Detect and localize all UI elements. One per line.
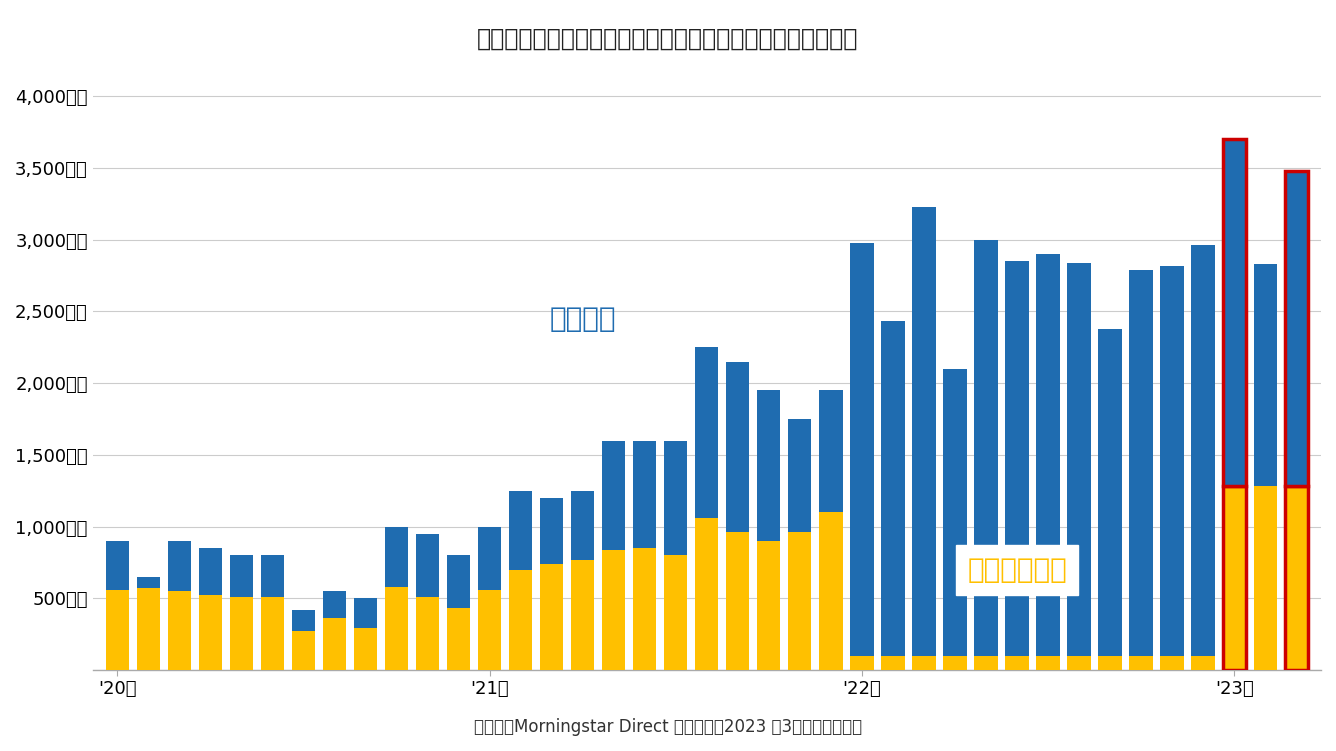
Bar bbox=[448, 608, 470, 670]
Text: （資料）Morningstar Direct より作成。2023 年3月のみ推計値。: （資料）Morningstar Direct より作成。2023 年3月のみ推計… bbox=[474, 718, 862, 736]
Bar bbox=[385, 526, 409, 587]
Bar bbox=[136, 577, 160, 588]
Bar bbox=[540, 498, 564, 564]
Bar bbox=[1284, 170, 1308, 487]
Bar bbox=[136, 588, 160, 670]
Bar bbox=[1098, 656, 1122, 670]
Bar bbox=[1161, 656, 1184, 670]
Bar bbox=[912, 656, 935, 670]
Bar bbox=[540, 564, 564, 670]
Bar bbox=[509, 569, 532, 670]
Bar bbox=[882, 321, 904, 656]
Bar bbox=[261, 555, 285, 597]
Bar bbox=[788, 532, 811, 670]
Bar bbox=[850, 656, 874, 670]
Bar bbox=[168, 541, 191, 591]
Bar bbox=[199, 548, 222, 596]
Bar bbox=[1222, 487, 1245, 670]
Bar bbox=[1284, 487, 1308, 670]
Bar bbox=[570, 559, 595, 670]
Bar bbox=[912, 207, 935, 656]
Bar bbox=[261, 597, 285, 670]
Bar bbox=[788, 419, 811, 532]
Bar bbox=[1067, 656, 1090, 670]
Bar bbox=[1161, 266, 1184, 656]
Bar bbox=[633, 441, 656, 548]
Bar bbox=[974, 656, 998, 670]
Bar bbox=[727, 532, 749, 670]
Bar bbox=[1284, 487, 1308, 670]
Text: 米国株式: 米国株式 bbox=[549, 305, 616, 333]
Bar bbox=[974, 240, 998, 656]
Bar bbox=[106, 590, 130, 670]
Bar bbox=[354, 629, 377, 670]
Bar bbox=[1222, 139, 1245, 487]
Bar bbox=[695, 347, 719, 518]
Bar bbox=[850, 243, 874, 656]
Bar bbox=[727, 362, 749, 532]
Bar bbox=[1129, 270, 1153, 656]
Bar bbox=[230, 555, 253, 597]
Bar bbox=[758, 391, 780, 541]
Bar bbox=[882, 656, 904, 670]
Bar bbox=[1037, 254, 1059, 656]
Bar bbox=[1192, 246, 1214, 656]
Text: 米国株式以外: 米国株式以外 bbox=[967, 556, 1067, 584]
Bar bbox=[695, 518, 719, 670]
Bar bbox=[1222, 139, 1245, 487]
Bar bbox=[168, 591, 191, 670]
Bar bbox=[415, 534, 440, 597]
Bar bbox=[603, 441, 625, 550]
Bar bbox=[943, 656, 967, 670]
Bar bbox=[1006, 261, 1029, 656]
Bar bbox=[448, 555, 470, 608]
Bar bbox=[819, 512, 843, 670]
Bar bbox=[1037, 656, 1059, 670]
Text: 【図表２】インデックス型の外国株式ファンドの資金流出入: 【図表２】インデックス型の外国株式ファンドの資金流出入 bbox=[477, 26, 859, 50]
Bar bbox=[758, 541, 780, 670]
Bar bbox=[478, 526, 501, 590]
Bar bbox=[323, 618, 346, 670]
Bar bbox=[943, 369, 967, 656]
Bar bbox=[1006, 656, 1029, 670]
Bar bbox=[478, 590, 501, 670]
Bar bbox=[1284, 170, 1308, 487]
Bar bbox=[664, 441, 688, 555]
Bar bbox=[199, 596, 222, 670]
Bar bbox=[1222, 487, 1245, 670]
Bar bbox=[819, 391, 843, 512]
Bar bbox=[603, 550, 625, 670]
Bar bbox=[1129, 656, 1153, 670]
Bar bbox=[291, 610, 315, 632]
Bar bbox=[354, 599, 377, 629]
Bar bbox=[509, 490, 532, 569]
Bar bbox=[664, 555, 688, 670]
Bar bbox=[323, 591, 346, 618]
Bar bbox=[1067, 263, 1090, 656]
Bar bbox=[291, 632, 315, 670]
Bar bbox=[106, 541, 130, 590]
Bar bbox=[230, 597, 253, 670]
Bar bbox=[1192, 656, 1214, 670]
Bar bbox=[633, 548, 656, 670]
Bar bbox=[1098, 329, 1122, 656]
Bar bbox=[570, 490, 595, 559]
Bar bbox=[1253, 487, 1277, 670]
Bar bbox=[385, 587, 409, 670]
Bar bbox=[1253, 264, 1277, 487]
Bar bbox=[415, 597, 440, 670]
